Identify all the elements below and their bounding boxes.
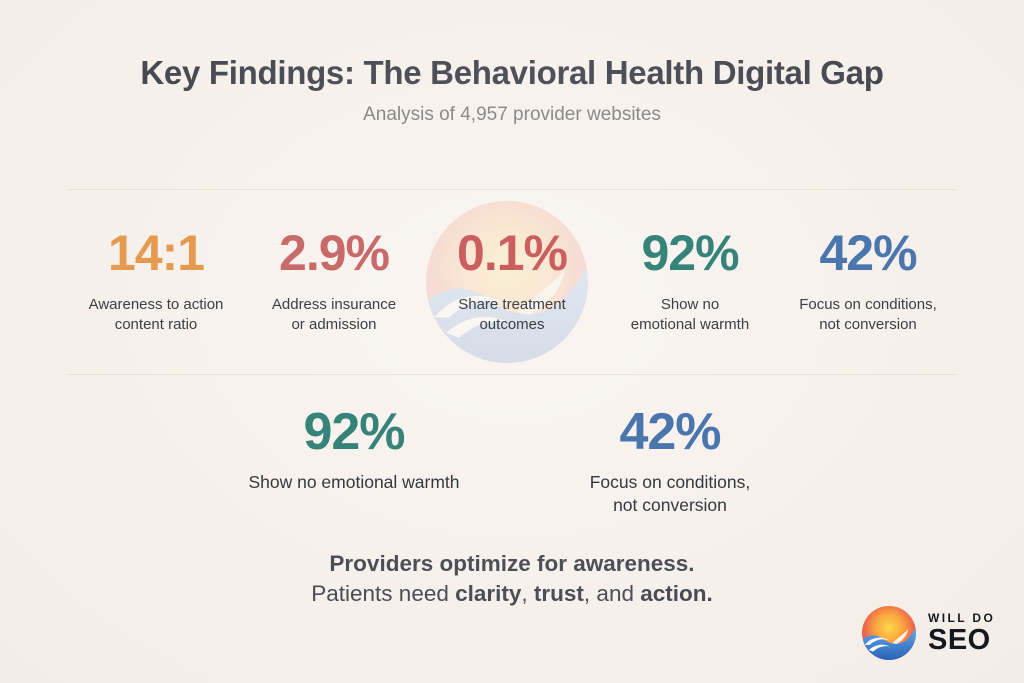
brand-wordmark: WILL DO SEO: [928, 611, 996, 656]
stat-conditions-conversion: 42% Focus on conditions, not conversion: [779, 228, 957, 335]
stat-value: 2.9%: [279, 225, 390, 281]
stat-value: 92%: [303, 403, 405, 461]
stat-label: Share treatment outcomes: [458, 296, 566, 333]
summary-line-1: Providers optimize for awareness.: [329, 551, 695, 576]
highlight-conditions-conversion: 42% Focus on conditions, not conversion: [530, 406, 810, 517]
stat-label: Awareness to action content ratio: [88, 296, 224, 333]
stat-label: Focus on conditions, not conversion: [589, 472, 751, 515]
summary-line-2: Patients need clarity, trust, and action…: [311, 581, 713, 606]
stat-treatment-outcomes: 0.1% Share treatment outcomes: [423, 228, 601, 335]
stat-value: 92%: [641, 225, 739, 281]
stats-row-primary: 14:1 Awareness to action content ratio 2…: [67, 228, 957, 335]
sun-wave-logo-icon: [862, 606, 916, 660]
stat-label: Focus on conditions, not conversion: [799, 296, 937, 333]
stat-emotional-warmth: 92% Show no emotional warmth: [601, 228, 779, 335]
page-subtitle: Analysis of 4,957 provider websites: [363, 104, 661, 125]
stat-label: Show no emotional warmth: [630, 296, 750, 333]
highlight-emotional-warmth: 92% Show no emotional warmth: [214, 406, 494, 517]
divider-top: [67, 189, 957, 190]
brand-wordmark-top: WILL DO: [928, 611, 996, 625]
summary-statement: Providers optimize for awareness. Patien…: [0, 549, 1024, 609]
stat-value: 42%: [619, 403, 721, 461]
brand-logo: WILL DO SEO: [862, 606, 995, 660]
brand-wordmark-seo: SEO: [928, 624, 991, 656]
stats-row-highlight: 92% Show no emotional warmth 42% Focus o…: [0, 406, 1024, 517]
stat-awareness-ratio: 14:1 Awareness to action content ratio: [67, 228, 245, 335]
stat-label: Address insurance or admission: [271, 296, 397, 333]
page-title: Key Findings: The Behavioral Health Digi…: [140, 54, 884, 91]
stat-value: 42%: [819, 225, 917, 281]
stat-value: 14:1: [107, 225, 205, 281]
stat-label: Show no emotional warmth: [248, 472, 460, 492]
watermark-sun-wave-logo-icon: [426, 201, 588, 363]
stat-insurance-admission: 2.9% Address insurance or admission: [245, 228, 423, 335]
stat-value: 0.1%: [457, 225, 568, 281]
divider-bottom: [67, 374, 957, 375]
